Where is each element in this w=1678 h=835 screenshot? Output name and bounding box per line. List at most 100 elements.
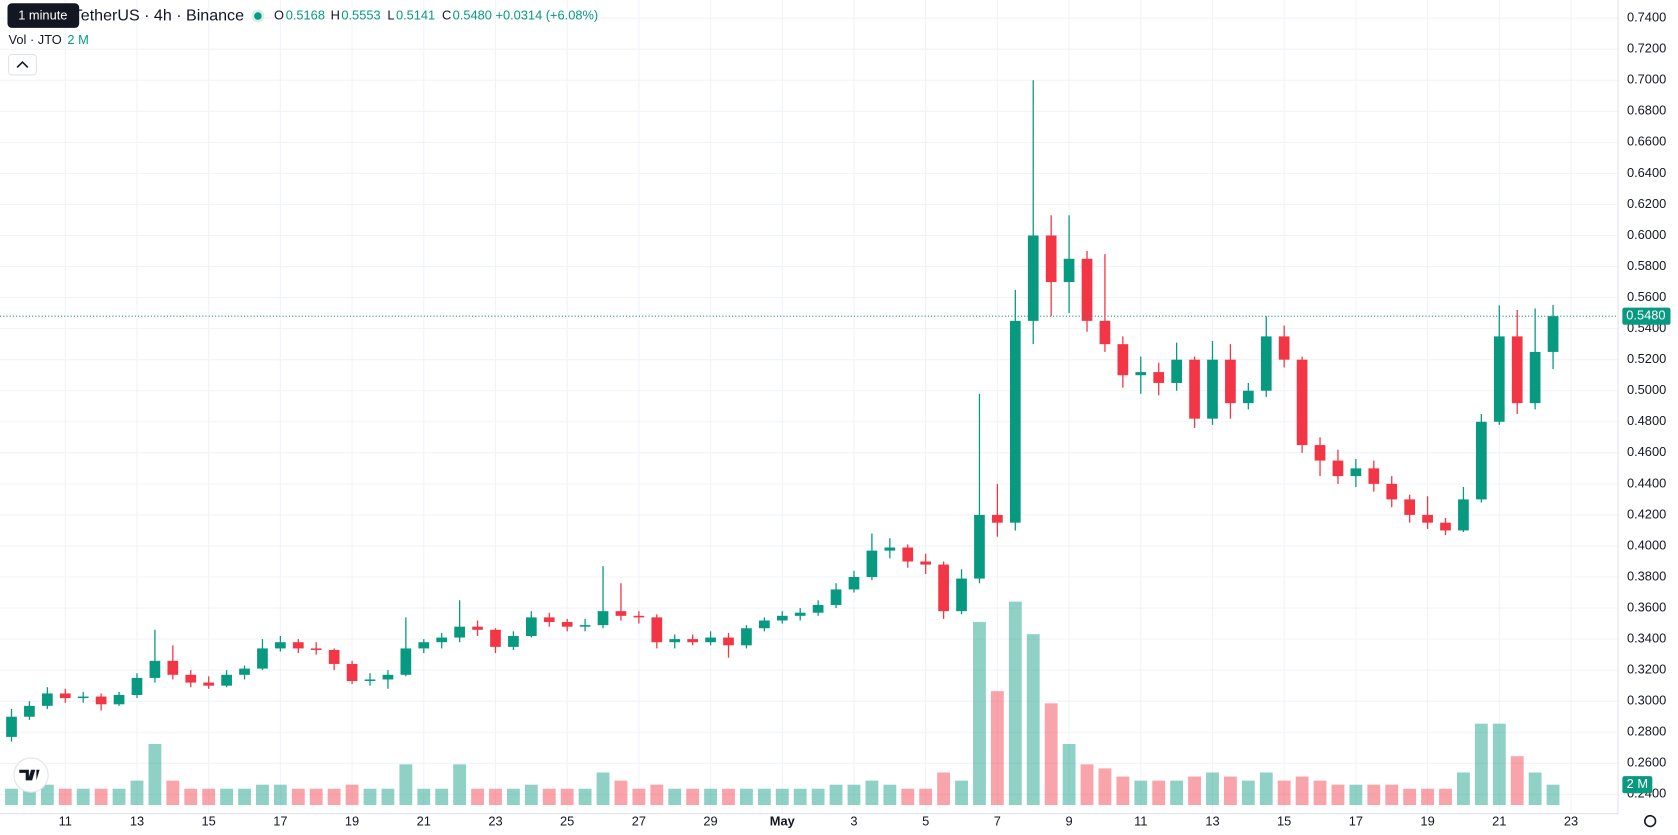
volume-title: Vol · JTO <box>9 32 62 47</box>
candle-body <box>346 663 358 682</box>
y-tick-label: 0.5600 <box>1627 289 1666 304</box>
candle-body <box>525 617 537 637</box>
candle-body <box>1296 359 1308 446</box>
candle-body <box>1135 372 1147 376</box>
candle-body <box>1225 359 1236 404</box>
volume-bar <box>256 784 269 806</box>
candles <box>6 80 1559 742</box>
volume-bar <box>722 788 735 806</box>
candle-body <box>24 705 35 717</box>
o-value: 0.5168 <box>286 7 325 22</box>
volume-bar <box>668 788 682 806</box>
x-tick-label: 15 <box>1277 814 1291 829</box>
candle-body <box>149 660 161 678</box>
volume-bar <box>1474 723 1488 806</box>
candle-body <box>1009 320 1021 523</box>
volume-bar <box>1546 784 1560 806</box>
volume-bar <box>1259 772 1273 806</box>
volume-bar <box>686 788 700 806</box>
axes: 0.24000.26000.28000.30000.32000.34000.36… <box>0 10 1671 829</box>
y-tick-label: 0.4200 <box>1627 506 1666 521</box>
y-tick-label: 0.4000 <box>1627 537 1666 552</box>
candle-body <box>1278 336 1290 360</box>
candle-body <box>992 514 1003 523</box>
volume-bar <box>1062 744 1076 806</box>
o-label: O <box>274 7 284 22</box>
volume-bar <box>148 744 162 806</box>
logo-mark <box>19 769 40 781</box>
last-price-badge <box>1622 307 1671 325</box>
x-tick-label: 21 <box>1492 814 1506 829</box>
volume-bar <box>1098 768 1112 806</box>
x-tick-label: 13 <box>130 814 144 829</box>
candle-body <box>687 639 699 643</box>
candle-body <box>848 577 860 590</box>
volume-bar <box>417 788 431 806</box>
volume-bar <box>919 788 933 806</box>
volume-bar <box>1008 601 1022 806</box>
h-label: H <box>331 7 340 22</box>
h-value: 0.5553 <box>341 7 380 22</box>
candle-body <box>830 589 842 605</box>
volume-bar <box>650 784 664 806</box>
x-tick-label: 5 <box>922 814 929 829</box>
candle-body <box>1368 468 1380 484</box>
settings-icon[interactable] <box>1644 814 1657 828</box>
volume-bar <box>471 788 484 806</box>
candle-body <box>203 682 215 686</box>
candle-body <box>1332 460 1344 477</box>
candle-body <box>615 611 627 616</box>
volume-bar <box>596 772 610 806</box>
x-tick-label: 11 <box>1134 814 1147 829</box>
volume-bar <box>1241 780 1255 806</box>
volume-bar <box>1439 788 1452 806</box>
candle-body <box>275 642 286 649</box>
candle-body <box>310 648 322 650</box>
y-tick-label: 0.4600 <box>1627 444 1666 459</box>
volume-bar <box>291 788 305 806</box>
candle-body <box>776 615 788 621</box>
volume-bar <box>1528 772 1542 806</box>
volume-bar <box>1116 776 1130 806</box>
candle-body <box>472 626 483 630</box>
volume-bar <box>740 788 753 806</box>
volume-bar <box>112 788 126 806</box>
settings <box>1644 814 1657 828</box>
volume-bar <box>1080 764 1094 806</box>
candle-body <box>1027 235 1039 321</box>
volume-bar <box>811 788 825 806</box>
candle-body <box>113 694 125 705</box>
candle-body <box>759 620 770 629</box>
candle-body <box>1422 514 1433 523</box>
x-tick-label: 25 <box>560 814 574 829</box>
volume-bar <box>1492 723 1506 806</box>
candle-body <box>1207 359 1218 419</box>
volume-bar <box>757 788 771 806</box>
volume-bar <box>1313 780 1327 806</box>
collapse-button[interactable] <box>8 54 37 76</box>
candle-body <box>167 660 179 675</box>
volume-bar <box>542 788 556 806</box>
candle-body <box>1189 359 1200 419</box>
volume-bar <box>1367 784 1381 806</box>
volume-bar <box>399 764 413 806</box>
y-tick-label: 0.5800 <box>1627 258 1666 273</box>
y-tick-label: 0.7000 <box>1627 72 1666 87</box>
candle-body <box>1314 445 1326 461</box>
candle-body <box>131 677 143 695</box>
candle-body <box>1350 468 1362 477</box>
candle-body <box>1081 258 1093 321</box>
candle-body <box>723 637 734 646</box>
candle-body <box>866 550 878 578</box>
candle-body <box>1476 421 1487 500</box>
candle-body <box>400 648 412 675</box>
candle-body <box>974 514 985 579</box>
y-tick-label: 0.3800 <box>1627 568 1666 583</box>
y-tick-label: 0.6200 <box>1627 196 1666 211</box>
tooltip-text: 1 minute <box>18 7 67 22</box>
volume-bar <box>775 788 789 806</box>
candle-body <box>1440 522 1451 531</box>
y-tick-label: 0.7200 <box>1627 41 1666 56</box>
volume-bar <box>1277 780 1291 806</box>
y-tick-label: 0.2800 <box>1627 724 1666 739</box>
